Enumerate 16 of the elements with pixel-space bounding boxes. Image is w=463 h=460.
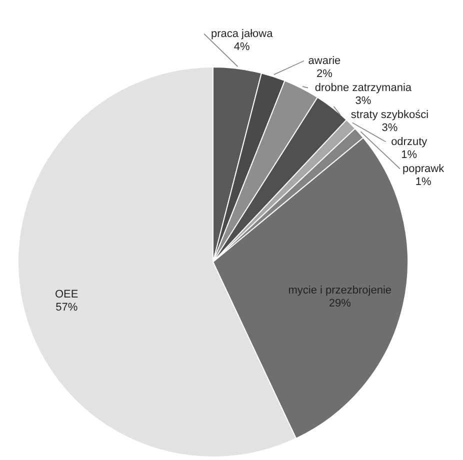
data-label: 4% <box>234 40 250 53</box>
slice-label: poprawk <box>402 162 445 175</box>
slice-label: drobne zatrzymania <box>314 82 412 94</box>
data-label: 1% <box>401 148 418 161</box>
slice-label: odrzuty <box>391 136 428 148</box>
slice-label: mycie i przezbrojenie <box>288 284 392 296</box>
data-label: 2% <box>316 68 333 80</box>
data-label: 3% <box>355 94 372 107</box>
data-label: 29% <box>328 297 352 310</box>
data-label: 57% <box>56 302 78 314</box>
data-label: 3% <box>382 122 398 134</box>
data-label: 1% <box>415 176 432 188</box>
slice-label: awarie <box>308 54 341 67</box>
slice-label: straty szybkości <box>350 108 429 121</box>
slice-label: praca jałowa <box>210 28 274 40</box>
slice-label: OEE <box>54 288 78 301</box>
